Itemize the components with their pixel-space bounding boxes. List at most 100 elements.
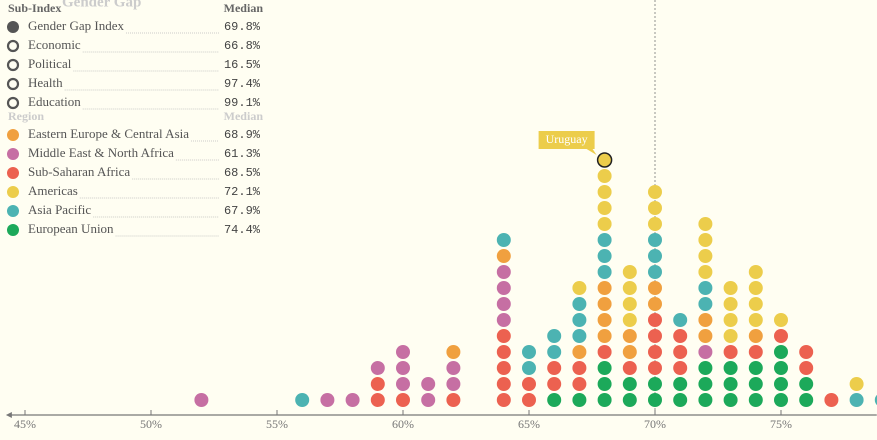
- dot: [572, 393, 587, 407]
- legend-icon: [6, 39, 20, 53]
- legend-median: 97.4%: [224, 77, 261, 91]
- legend-item[interactable]: Americas 72.1%: [7, 183, 261, 199]
- legend-item[interactable]: Eastern Europe & Central Asia 68.9%: [7, 126, 261, 142]
- dot: [748, 329, 763, 343]
- dot: [597, 233, 612, 247]
- dot: [622, 361, 637, 375]
- dot: [596, 152, 613, 168]
- dot: [496, 249, 511, 263]
- annotation-box: [538, 131, 597, 155]
- dot: [774, 329, 788, 343]
- dot: [547, 361, 562, 375]
- dot: [648, 297, 662, 311]
- dot: [496, 313, 511, 327]
- dot: [597, 169, 612, 183]
- dot: [648, 233, 662, 247]
- x-tick-label: 70%: [644, 417, 666, 431]
- dot: [396, 393, 410, 407]
- legend-median: 68.9%: [224, 128, 261, 142]
- legend-icon: [7, 205, 19, 217]
- dot: [723, 361, 738, 375]
- dot: [799, 393, 814, 407]
- legend-icon: [7, 21, 19, 33]
- dot: [597, 281, 612, 295]
- dot: [648, 393, 662, 407]
- legend-item[interactable]: Middle East & North Africa 61.3%: [7, 145, 261, 161]
- dot: [774, 313, 788, 327]
- dot: [320, 393, 335, 407]
- dot: [673, 345, 688, 359]
- dot: [597, 377, 612, 391]
- dot: [622, 313, 637, 327]
- legend-label: Political: [28, 56, 72, 71]
- legend-header: Sub-Index: [8, 1, 61, 15]
- dot: [648, 281, 662, 295]
- legend-median: 68.5%: [224, 166, 261, 180]
- dot: [748, 313, 763, 327]
- dot: [396, 377, 410, 391]
- dot: [597, 265, 612, 279]
- dot: [572, 329, 587, 343]
- dot: [547, 393, 562, 407]
- dot: [673, 393, 688, 407]
- dot: [849, 393, 864, 407]
- legend-item[interactable]: Education 99.1%: [6, 94, 261, 110]
- legend-icon: [7, 167, 19, 179]
- legend-item[interactable]: Economic 66.8%: [6, 37, 261, 53]
- legend-header: Region: [8, 109, 44, 123]
- legend-label: Asia Pacific: [28, 202, 91, 217]
- dot: [622, 377, 637, 391]
- legend-item[interactable]: Asia Pacific 67.9%: [7, 202, 261, 218]
- legend-item[interactable]: Sub-Saharan Africa 68.5%: [7, 164, 261, 180]
- legend-item[interactable]: Gender Gap Index 69.8%: [7, 18, 261, 34]
- dot: [597, 217, 612, 231]
- legend-icon: [6, 58, 20, 72]
- dot: [396, 361, 410, 375]
- legend-item[interactable]: Political 16.5%: [6, 56, 261, 72]
- x-tick-label: 50%: [140, 417, 162, 431]
- dot: [522, 345, 536, 359]
- dot: [446, 377, 461, 391]
- legend-header: Median: [224, 1, 264, 15]
- dot: [572, 345, 587, 359]
- dot: [648, 201, 662, 215]
- dot: [597, 329, 612, 343]
- dot: [723, 313, 738, 327]
- dot: [723, 297, 738, 311]
- axis-arrow: [5, 412, 12, 418]
- dot: [673, 361, 688, 375]
- dot: [698, 313, 713, 327]
- dot: [597, 345, 612, 359]
- legend-median: 16.5%: [224, 58, 261, 72]
- dot: [723, 281, 738, 295]
- dot: [194, 393, 209, 407]
- dot: [698, 233, 713, 247]
- dot: [698, 361, 713, 375]
- legend-item[interactable]: European Union 74.4%: [7, 221, 261, 237]
- dot: [496, 233, 511, 247]
- legend-label: Health: [28, 75, 63, 90]
- dot: [572, 297, 587, 311]
- x-tick-label: 65%: [518, 417, 540, 431]
- dot: [496, 393, 511, 407]
- dot: [698, 345, 713, 359]
- dot: [446, 361, 461, 375]
- dot: [496, 297, 511, 311]
- legend-item[interactable]: Health 97.4%: [6, 75, 261, 91]
- dot: [748, 281, 763, 295]
- dot: [849, 377, 864, 391]
- dot: [496, 361, 511, 375]
- dot: [345, 393, 360, 407]
- legend-median: 99.1%: [224, 96, 261, 110]
- dot: [496, 345, 511, 359]
- dot: [370, 377, 385, 391]
- dot: [572, 361, 587, 375]
- dot: [748, 393, 763, 407]
- dot: [622, 265, 637, 279]
- x-tick-label: 60%: [392, 417, 414, 431]
- dot: [723, 329, 738, 343]
- dot: [748, 297, 763, 311]
- dot: [622, 345, 637, 359]
- dot: [673, 329, 688, 343]
- dot: [597, 249, 612, 263]
